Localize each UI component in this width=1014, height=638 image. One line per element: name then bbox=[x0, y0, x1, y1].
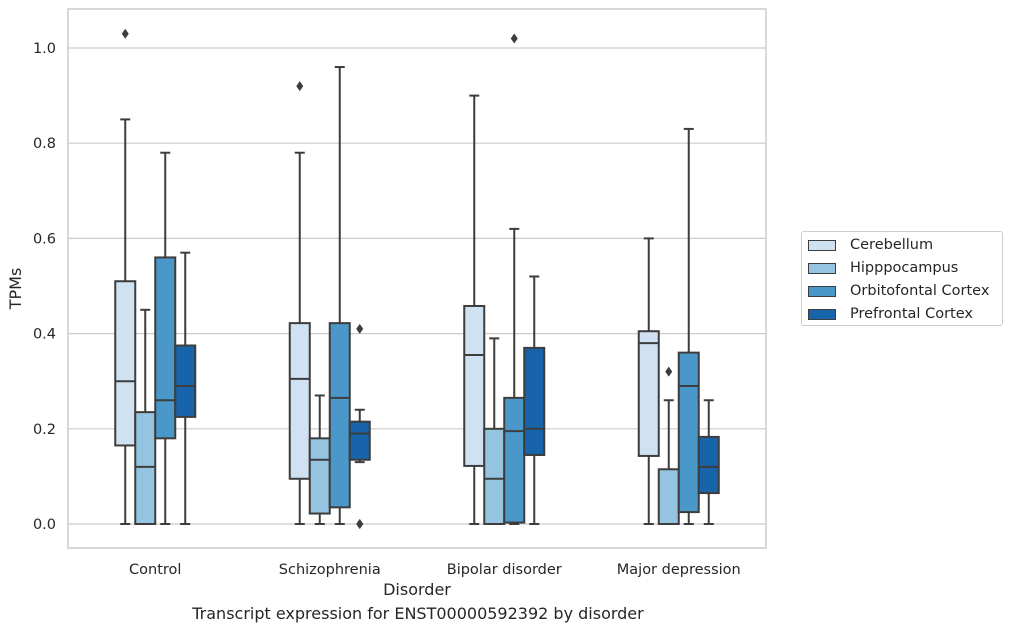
box-bipolar-disorder-prefrontal-cortex-iqr bbox=[523, 346, 546, 456]
box-major-depression-hipppocampus-iqr bbox=[657, 468, 680, 526]
x-tick-label: Schizophrenia bbox=[279, 562, 381, 578]
plot-frame bbox=[67, 8, 767, 549]
x-tick-label: Control bbox=[129, 562, 181, 578]
x-tick-label: Major depression bbox=[617, 562, 741, 578]
box-bipolar-disorder-cerebellum-iqr bbox=[463, 304, 486, 467]
box-bipolar-disorder-hipppocampus-iqr bbox=[483, 427, 506, 525]
box-major-depression-hipppocampus-flier bbox=[665, 366, 673, 377]
box-bipolar-disorder-orbitofontal-cortex-iqr bbox=[503, 396, 526, 524]
legend: Cerebellum Hipppocampus Orbitofontal Cor… bbox=[801, 231, 1003, 326]
box-control-hipppocampus-iqr bbox=[134, 411, 157, 526]
y-tick-label: 0.0 bbox=[33, 517, 56, 533]
box-control-orbitofontal-cortex-iqr bbox=[154, 256, 177, 440]
box-schizophrenia-prefrontal-cortex-flier bbox=[356, 323, 364, 334]
box-schizophrenia-hipppocampus-iqr bbox=[308, 437, 331, 515]
y-tick-label: 0.4 bbox=[33, 327, 56, 343]
figure-caption: Transcript expression for ENST0000059239… bbox=[192, 604, 644, 623]
box-schizophrenia-prefrontal-cortex-iqr bbox=[348, 420, 371, 461]
box-bipolar-disorder-orbitofontal-cortex-flier bbox=[510, 33, 518, 44]
legend-item-hipppocampus: Hipppocampus bbox=[808, 259, 958, 277]
box-major-depression-cerebellum-iqr bbox=[637, 330, 660, 457]
box-control-cerebellum-flier bbox=[121, 28, 129, 39]
legend-item-cerebellum: Cerebellum bbox=[808, 236, 933, 254]
x-tick-label: Bipolar disorder bbox=[447, 562, 562, 578]
legend-swatch-prefrontal-cortex bbox=[808, 308, 836, 320]
legend-item-prefrontal-cortex: Prefrontal Cortex bbox=[808, 305, 973, 323]
y-tick-label: 0.2 bbox=[33, 422, 56, 438]
box-major-depression-prefrontal-cortex-iqr bbox=[697, 435, 720, 495]
box-major-depression-orbitofontal-cortex-iqr bbox=[677, 351, 700, 514]
legend-label-cerebellum: Cerebellum bbox=[850, 237, 934, 253]
box-schizophrenia-cerebellum-iqr bbox=[288, 322, 311, 480]
box-schizophrenia-orbitofontal-cortex-iqr bbox=[328, 322, 351, 509]
box-control-cerebellum-iqr bbox=[114, 280, 137, 447]
legend-swatch-hipppocampus bbox=[808, 262, 836, 274]
legend-label-orbitofontal-cortex: Orbitofontal Cortex bbox=[850, 283, 990, 299]
y-axis-label: TPMs bbox=[6, 268, 25, 311]
legend-swatch-orbitofontal-cortex bbox=[808, 285, 836, 297]
x-axis-label: Disorder bbox=[383, 580, 451, 599]
legend-swatch-cerebellum bbox=[808, 239, 836, 251]
y-tick-label: 0.6 bbox=[33, 231, 56, 247]
legend-label-prefrontal-cortex: Prefrontal Cortex bbox=[850, 306, 973, 322]
box-control-prefrontal-cortex-iqr bbox=[174, 344, 197, 418]
y-tick-label: 1.0 bbox=[33, 41, 56, 57]
legend-item-orbitofontal-cortex: Orbitofontal Cortex bbox=[808, 282, 989, 300]
y-tick-label: 0.8 bbox=[33, 136, 56, 152]
box-schizophrenia-prefrontal-cortex-flier bbox=[356, 519, 364, 529]
box-schizophrenia-cerebellum-flier bbox=[296, 81, 304, 92]
legend-label-hipppocampus: Hipppocampus bbox=[850, 260, 959, 276]
